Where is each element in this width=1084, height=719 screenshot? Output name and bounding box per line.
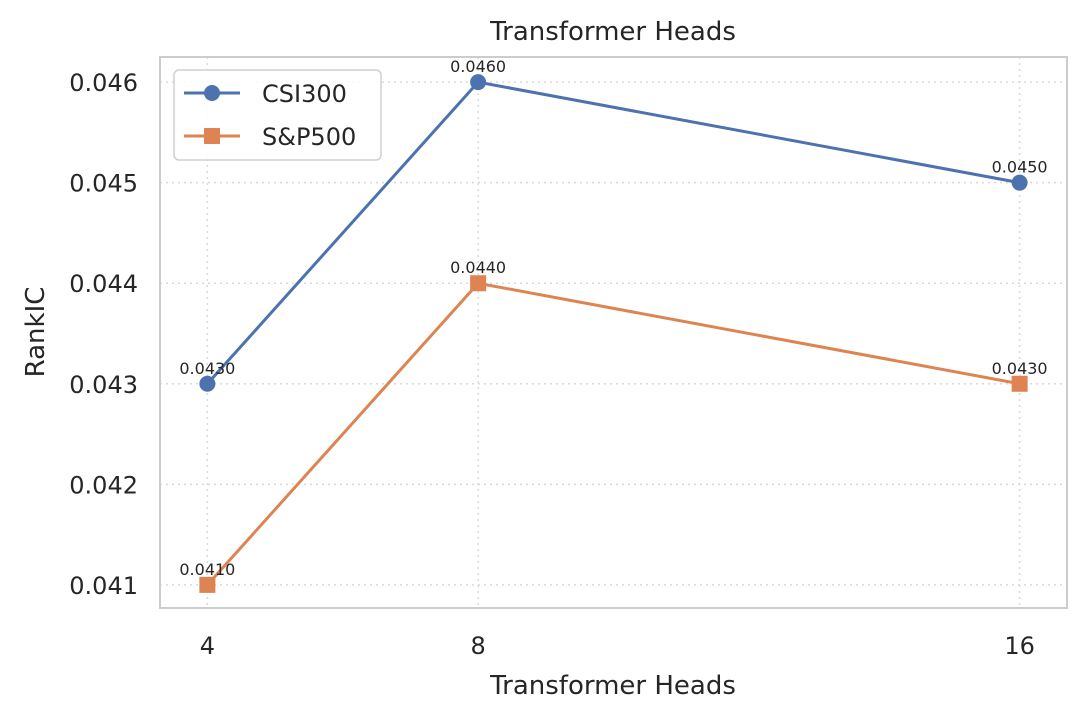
data-point xyxy=(1011,174,1028,191)
data-label: 0.0430 xyxy=(179,359,235,378)
y-tick-label: 0.041 xyxy=(69,572,138,600)
series-layer: 0.0430 0.0460 0.0450 0.0410 0.0440 0.0430 xyxy=(179,57,1048,593)
data-label: 0.0460 xyxy=(450,57,506,76)
y-tick-label: 0.044 xyxy=(69,270,138,298)
y-tick-label: 0.046 xyxy=(69,69,138,97)
x-tick-label: 8 xyxy=(470,632,485,660)
series-2: 0.0410 0.0440 0.0430 xyxy=(179,258,1048,593)
data-label: 0.0410 xyxy=(179,560,235,579)
x-tick-label: 16 xyxy=(1004,632,1035,660)
data-label: 0.0450 xyxy=(992,158,1048,177)
chart-title: Transformer Heads xyxy=(489,17,736,47)
legend-marker xyxy=(204,128,220,144)
data-point xyxy=(470,275,487,292)
legend-marker xyxy=(204,85,220,101)
data-label: 0.0440 xyxy=(450,258,506,277)
legend-entry: CSI300 xyxy=(184,80,347,108)
x-axis-label: Transformer Heads xyxy=(489,671,736,701)
data-point xyxy=(470,74,487,91)
series-1: 0.0430 0.0460 0.0450 xyxy=(179,57,1048,392)
legend: CSI300 S&P500 xyxy=(173,69,382,161)
plot-frame xyxy=(159,56,1068,609)
data-point xyxy=(199,375,216,392)
legend-entry: S&P500 xyxy=(184,123,356,151)
x-tick-label: 4 xyxy=(200,632,215,660)
data-point xyxy=(1011,375,1028,392)
data-label: 0.0430 xyxy=(992,359,1048,378)
legend-label: CSI300 xyxy=(262,80,347,108)
legend-label: S&P500 xyxy=(262,123,356,151)
y-tick-label: 0.042 xyxy=(69,471,138,499)
tick-labels: 0.041 0.042 0.043 0.044 0.045 0.046 4 8 16 xyxy=(69,69,1035,660)
y-tick-label: 0.045 xyxy=(69,170,138,198)
y-tick-label: 0.043 xyxy=(69,371,138,399)
data-point xyxy=(199,576,216,593)
y-axis-label: RankIC xyxy=(21,287,51,378)
